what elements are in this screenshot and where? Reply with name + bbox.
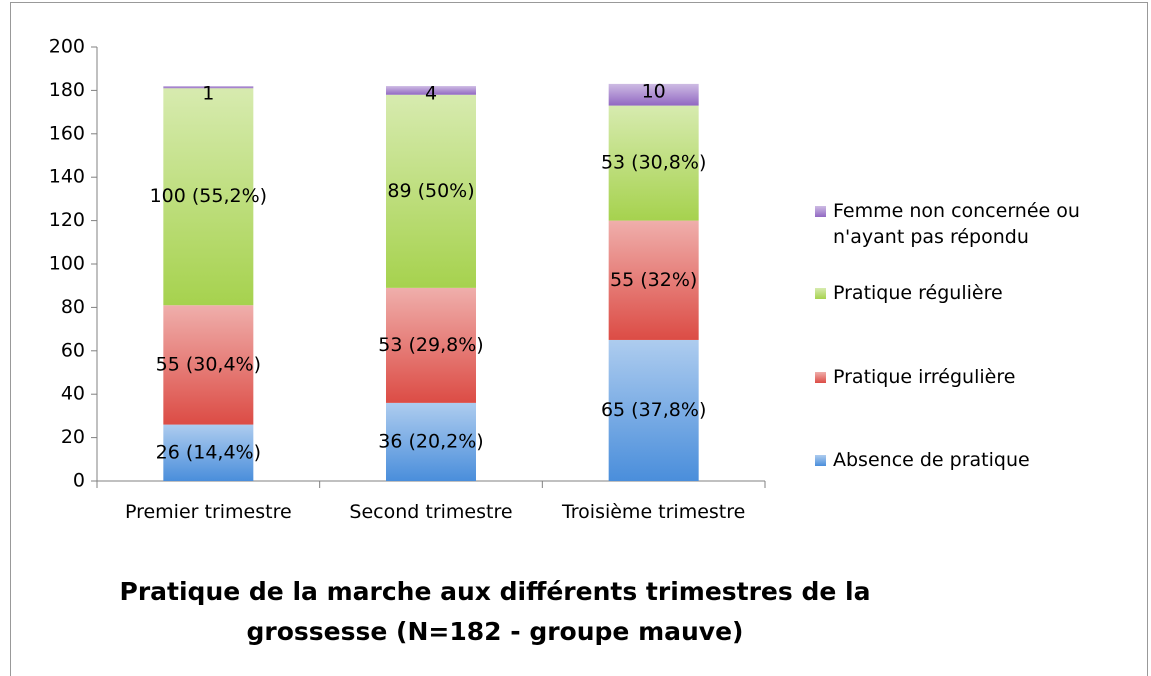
- bar-segment: [608, 220, 699, 340]
- legend-swatch: [815, 288, 826, 299]
- x-tick-label: Troisième trimestre: [561, 501, 746, 523]
- y-tick-label: 100: [49, 253, 85, 275]
- legend-label: Femme non concernée ou n'ayant pas répon…: [833, 200, 1080, 248]
- bar-segment: [386, 402, 476, 481]
- data-label: 89 (50%): [387, 180, 474, 202]
- y-tick-label: 60: [61, 339, 85, 361]
- legend-label: Absence de pratique: [833, 449, 1030, 471]
- y-tick-label: 0: [73, 470, 85, 492]
- legend-swatch: [815, 455, 826, 466]
- chart-title: Pratique de la marche aux différents tri…: [119, 577, 871, 646]
- y-tick-label: 20: [61, 426, 85, 448]
- bar-segment: [386, 287, 476, 403]
- data-label: 55 (30,4%): [156, 353, 261, 375]
- y-tick-label: 160: [49, 122, 85, 144]
- legend-label: Pratique régulière: [833, 282, 1003, 304]
- legend-swatch: [815, 372, 826, 383]
- data-label: 36 (20,2%): [378, 430, 483, 452]
- data-label: 10: [642, 80, 666, 102]
- bar-segment: [163, 88, 254, 306]
- legend-swatch: [815, 206, 826, 217]
- data-label: 26 (14,4%): [156, 441, 261, 463]
- legend-label: Pratique irrégulière: [833, 366, 1016, 388]
- bar-segment: [163, 86, 254, 89]
- data-label: 100 (55,2%): [150, 185, 268, 207]
- data-label: 65 (37,8%): [601, 399, 706, 421]
- data-label: 53 (29,8%): [378, 334, 483, 356]
- data-label: 55 (32%): [610, 269, 697, 291]
- x-tick-label: Second trimestre: [349, 501, 513, 523]
- data-label: 4: [425, 83, 437, 105]
- bar-segment: [386, 94, 476, 288]
- bar-segment: [608, 339, 699, 481]
- bar-segment: [163, 424, 254, 481]
- y-tick-label: 180: [49, 79, 85, 101]
- bar-segment: [608, 105, 699, 221]
- y-tick-label: 40: [61, 383, 85, 405]
- y-tick-label: 80: [61, 296, 85, 318]
- chart-border: [10, 2, 1148, 676]
- bar-segment: [386, 86, 476, 95]
- data-label: 1: [202, 83, 214, 105]
- y-tick-label: 120: [49, 209, 85, 231]
- bar-segment: [608, 83, 699, 106]
- y-tick-label: 200: [49, 36, 85, 58]
- x-tick-label: Premier trimestre: [124, 501, 292, 523]
- y-tick-label: 140: [49, 166, 85, 188]
- data-label: 53 (30,8%): [601, 152, 706, 174]
- bar-segment: [163, 305, 254, 425]
